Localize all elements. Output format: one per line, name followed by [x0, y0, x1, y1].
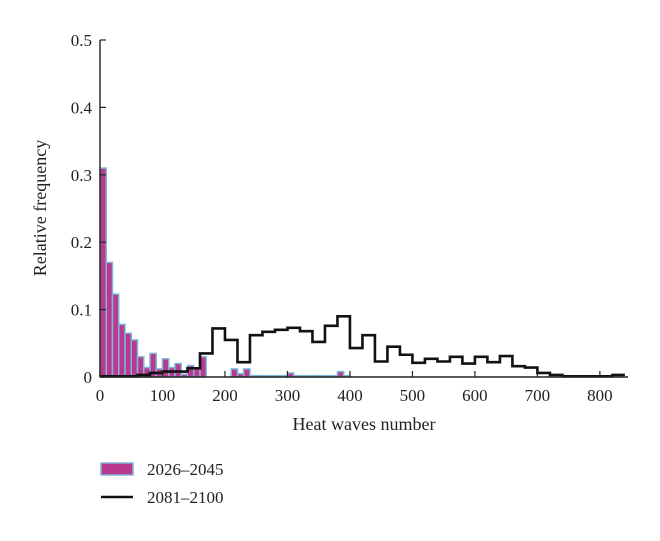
bar-series-1	[242, 368, 251, 378]
step-line-series-2	[100, 315, 625, 378]
x-tick-label: 200	[212, 386, 238, 405]
y-tick-label: 0.1	[71, 301, 92, 320]
y-tick-label: 0.4	[71, 98, 93, 117]
x-tick-label: 300	[275, 386, 301, 405]
x-tick-label: 600	[462, 386, 488, 405]
axes-layer: 0 100 200 300 400 500 600 700 800 00.10.20.30.40…	[71, 31, 628, 405]
bar-series-1	[99, 167, 107, 378]
x-axis-title: Heat waves number	[293, 414, 436, 434]
legend: 2026–2045 2081–2100	[100, 460, 224, 507]
x-tick-label: 700	[525, 386, 551, 405]
bar-series-1	[174, 362, 182, 378]
x-tick-label: 400	[337, 386, 363, 405]
bars-layer	[99, 167, 351, 378]
bar-series-1	[192, 367, 201, 378]
y-tick-label: 0.2	[71, 233, 92, 252]
x-tick-label: 0	[96, 386, 105, 405]
bar-series-1	[111, 293, 120, 378]
y-axis-title: Relative frequency	[30, 140, 50, 276]
bar-series-1	[118, 323, 126, 378]
x-ticks: 0 100 200 300 400 500 600 700 800	[96, 371, 613, 405]
steps-layer	[100, 315, 625, 378]
y-ticks: 0 0.1 0.2 0.3 0.4 0.5	[71, 31, 106, 387]
bar-series-1	[130, 339, 139, 378]
bar-series-1	[336, 370, 345, 378]
legend-swatch-series-1	[100, 462, 134, 476]
y-tick-label: 0.5	[71, 31, 92, 50]
x-tick-label: 800	[587, 386, 613, 405]
y-tick-label: 0.3	[71, 166, 92, 185]
legend-label-series-1: 2026–2045	[147, 460, 224, 479]
x-tick-label: 100	[150, 386, 176, 405]
x-tick-label: 500	[400, 386, 426, 405]
bar-series-1	[124, 332, 132, 378]
bar-series-1	[161, 358, 170, 378]
bar-series-1	[230, 368, 239, 378]
y-tick-label: 0	[84, 368, 93, 387]
legend-label-series-2: 2081–2100	[147, 488, 224, 507]
bar-series-1	[105, 261, 114, 378]
